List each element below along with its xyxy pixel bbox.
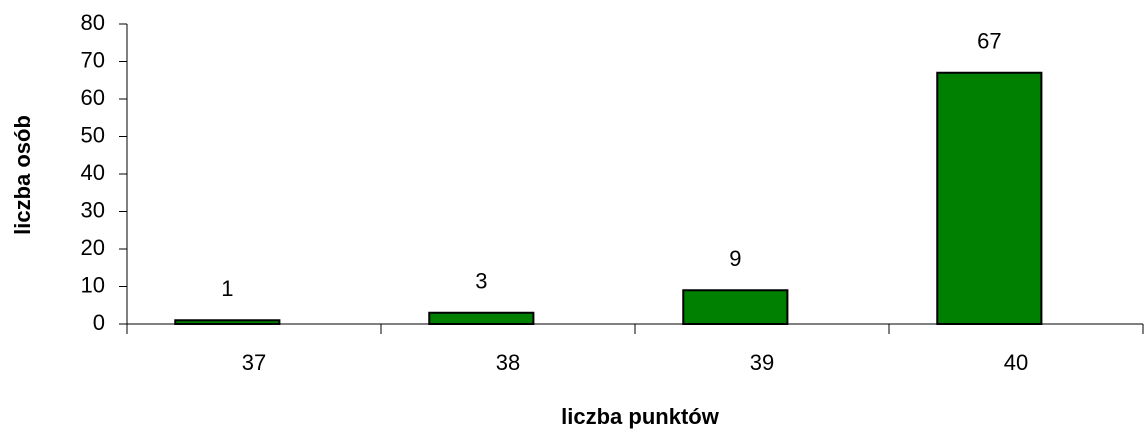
data-label: 3 <box>475 269 487 294</box>
y-tick-label: 10 <box>81 272 105 297</box>
x-tick-label: 39 <box>750 350 774 375</box>
bar <box>174 319 281 325</box>
y-tick-label: 70 <box>81 47 105 72</box>
data-label: 67 <box>977 29 1001 54</box>
y-axis-title: liczba osób <box>10 115 35 235</box>
x-tick-label: 40 <box>1004 350 1028 375</box>
data-label: 1 <box>221 276 233 301</box>
y-tick-label: 30 <box>81 197 105 222</box>
bar <box>936 71 1043 325</box>
y-tick-label: 50 <box>81 122 105 147</box>
y-tick-label: 40 <box>81 160 105 185</box>
y-tick-label: 0 <box>93 310 105 335</box>
bar <box>682 289 789 325</box>
y-tick-label: 80 <box>81 10 105 35</box>
y-tick-label: 20 <box>81 235 105 260</box>
y-tick-label: 60 <box>81 85 105 110</box>
x-axis-title: liczba punktów <box>561 404 720 429</box>
x-tick-label: 38 <box>496 350 520 375</box>
x-tick-label: 37 <box>242 350 266 375</box>
data-label: 9 <box>729 246 741 271</box>
bar <box>428 311 535 325</box>
